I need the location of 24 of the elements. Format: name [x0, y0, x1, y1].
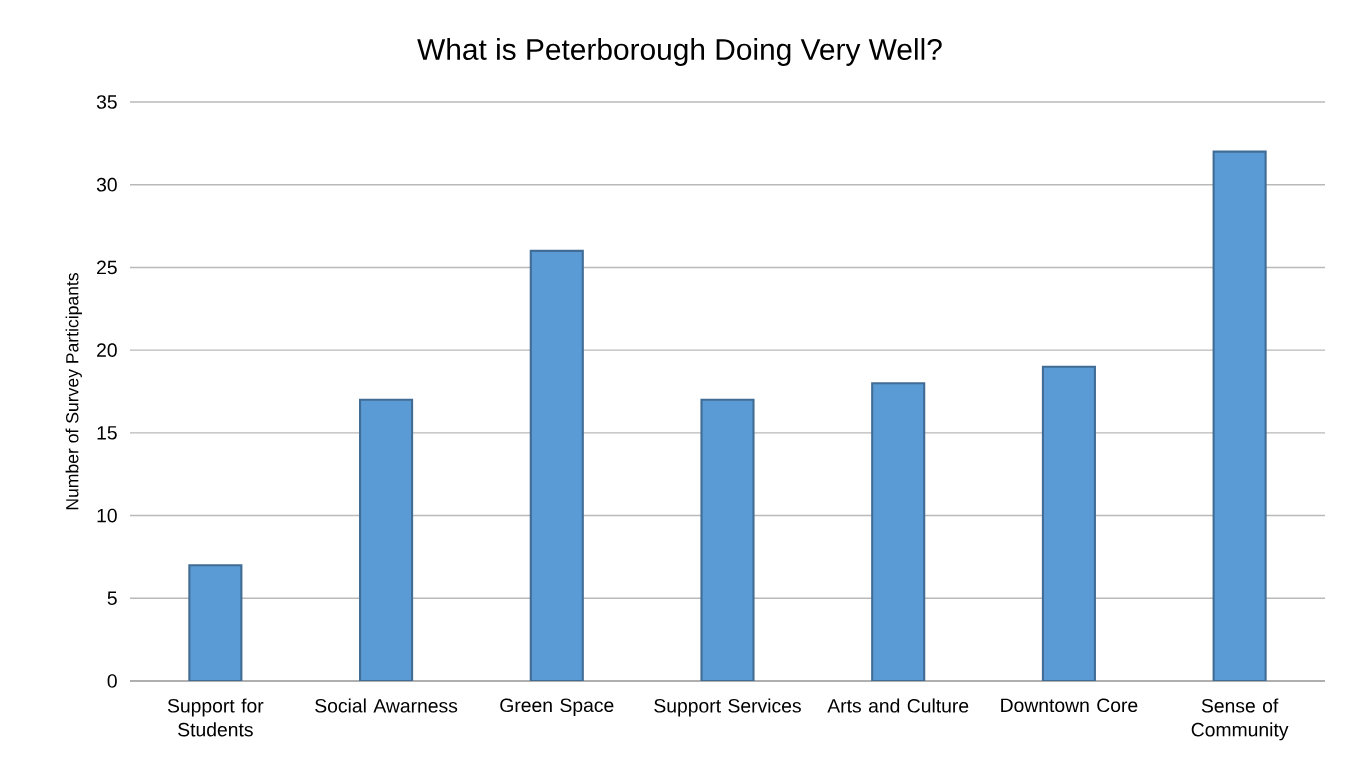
x-tick-label: Arts and Culture [827, 698, 969, 713]
y-tick-label: 5 [107, 591, 117, 605]
bar [1212, 150, 1267, 681]
bar [188, 564, 243, 681]
x-tick-label: Social Awarness [315, 698, 458, 713]
bar [700, 398, 755, 681]
y-tick-label: 10 [97, 508, 117, 523]
x-tick-label: Support Services [654, 698, 801, 717]
x-tick-label: Support for Students [167, 698, 264, 737]
x-tick-label: Green Space [500, 698, 614, 716]
bar [871, 382, 926, 681]
bar [359, 398, 414, 681]
x-tick-label: Downtown Core [1001, 698, 1138, 713]
y-tick-label: 0 [107, 674, 117, 688]
chart-title: What is Peterborough Doing Very Well? [417, 38, 942, 66]
bar [529, 249, 584, 681]
y-tick-label: 30 [96, 177, 117, 192]
y-tick-label: 35 [96, 95, 117, 109]
bar [1041, 365, 1096, 681]
y-axis-title: Number of Survey Participants [65, 273, 82, 510]
y-tick-label: 15 [97, 426, 117, 440]
x-tick-label: Sense of Community [1191, 698, 1289, 741]
y-tick-label: 20 [97, 343, 117, 357]
y-tick-label: 25 [97, 260, 117, 275]
